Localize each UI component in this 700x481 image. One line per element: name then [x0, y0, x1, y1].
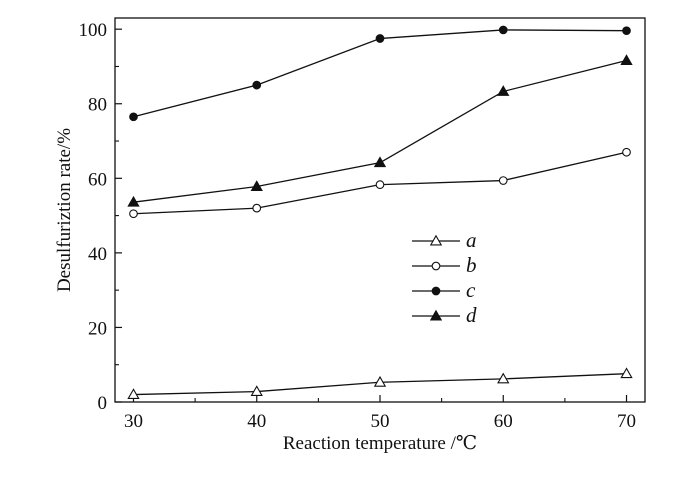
x-tick-label: 30 — [124, 411, 143, 432]
data-point-d — [127, 195, 140, 207]
data-point-c — [498, 25, 508, 35]
plot-area: 30 40 50 60 70 0 20 40 60 80 100 — [79, 17, 646, 432]
data-point-c — [622, 26, 631, 36]
data-point-a — [620, 367, 633, 379]
legend-marker-a — [429, 234, 443, 246]
series-line-c — [133, 29, 627, 118]
data-point-b — [375, 180, 385, 189]
y-tick-label: 20 — [88, 318, 107, 339]
data-point-d — [250, 180, 263, 191]
data-point-c — [375, 34, 385, 43]
series-layer — [127, 25, 633, 399]
series-b — [129, 147, 631, 219]
legend-entry-d: d — [412, 303, 477, 327]
data-point-b — [129, 209, 138, 219]
data-point-a — [127, 388, 140, 399]
legend-label-d: d — [466, 303, 477, 327]
legend-marker-b — [431, 261, 441, 271]
data-point-b — [622, 147, 631, 157]
data-point-d — [497, 85, 510, 96]
legend-entry-b: b — [412, 253, 477, 277]
series-c — [129, 25, 631, 122]
series-a — [127, 367, 633, 399]
y-tick-label: 60 — [88, 169, 107, 190]
legend-entry-a: a — [412, 228, 477, 252]
data-point-d — [373, 156, 387, 168]
series-d — [127, 54, 633, 207]
x-tick-label: 40 — [247, 411, 266, 432]
data-point-c — [129, 112, 138, 122]
legend-entry-c: c — [412, 278, 476, 302]
y-axis-label: Desulfuriztion rate/% — [54, 128, 75, 292]
y-tick-label: 0 — [98, 393, 108, 414]
y-tick-label: 80 — [88, 95, 107, 116]
data-point-a — [497, 372, 510, 384]
legend-label-c: c — [466, 278, 476, 302]
y-tick-label: 100 — [79, 20, 108, 41]
data-point-c — [252, 80, 262, 90]
data-point-b — [498, 176, 508, 185]
data-point-a — [373, 375, 387, 387]
data-point-d — [620, 54, 633, 65]
x-tick-label: 50 — [371, 411, 390, 432]
x-axis-label: Reaction temperature /℃ — [283, 433, 477, 454]
legend-marker-d — [429, 309, 443, 321]
legend-label-a: a — [466, 228, 477, 252]
legend-label-b: b — [466, 253, 477, 277]
data-point-b — [252, 203, 262, 213]
x-tick-label: 60 — [494, 411, 513, 432]
y-tick-label: 40 — [88, 244, 107, 265]
x-tick-label: 70 — [617, 411, 636, 432]
data-point-a — [250, 385, 263, 397]
legend-marker-c — [431, 286, 441, 296]
